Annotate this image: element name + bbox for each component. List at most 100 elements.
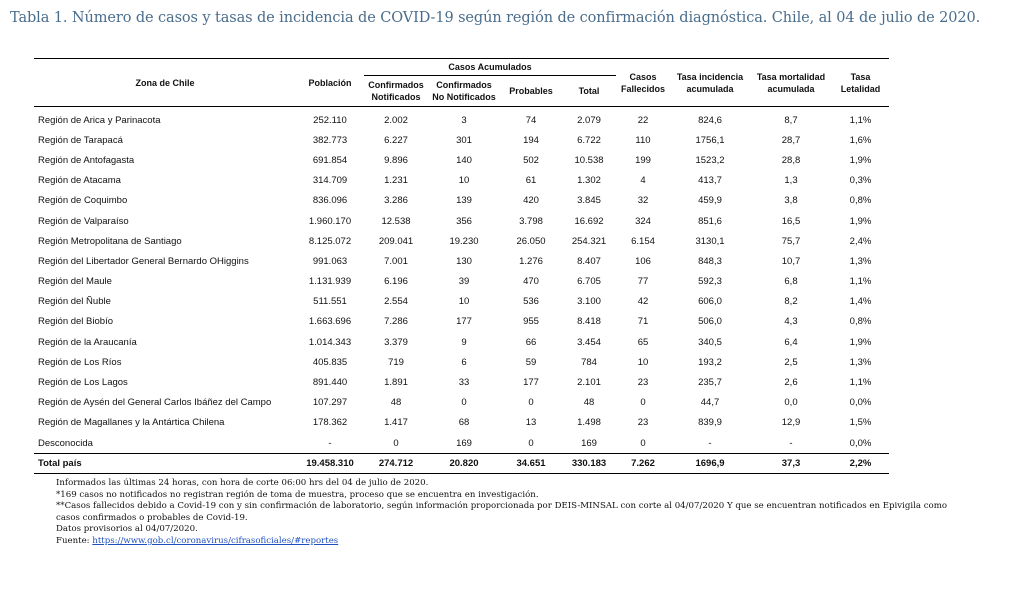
- cell-conf-notif: 1.891: [384, 377, 408, 389]
- cell-conf-no-notif: 10: [458, 175, 470, 187]
- cell-conf-notif: 2.002: [384, 114, 408, 126]
- cell-probables: 177: [523, 377, 539, 389]
- cell-letalidad: 1,1%: [849, 276, 872, 288]
- table-row: Región del Maule 1.131.939 6.196 39 470 6.705…: [34, 272, 889, 292]
- table-row: Desconocida - 0 169 0 169 0 - - 0,0%: [34, 433, 889, 454]
- cell-poblacion: 1.131.939: [308, 276, 352, 288]
- cell-conf-no-notif: 356: [456, 215, 472, 227]
- cell-conf-notif: 7.286: [384, 316, 408, 328]
- cell-total: 3.100: [577, 296, 601, 308]
- cell-fallecidos: 77: [637, 276, 649, 288]
- cell-letalidad: 1,9%: [849, 336, 872, 348]
- table-row: Región de Magallanes y la Antártica Chil…: [34, 413, 889, 433]
- total-total: 330.183: [562, 453, 616, 475]
- cell-poblacion: 691.854: [312, 154, 348, 166]
- cell-probables: 13: [525, 417, 537, 429]
- cell-total: 3.845: [577, 195, 601, 207]
- cell-probables: 1.276: [519, 255, 543, 267]
- cell-mortalidad: 75,7: [781, 235, 801, 247]
- cell-conf-notif: 719: [388, 356, 404, 368]
- cell-fallecidos: 4: [640, 175, 646, 187]
- cell-poblacion: 107.297: [312, 397, 348, 409]
- cell-fallecidos: 0: [640, 397, 646, 409]
- footnotes: Informados las últimas 24 horas, con hor…: [56, 478, 1006, 548]
- note-line-1: Informados las últimas 24 horas, con hor…: [56, 478, 429, 488]
- header-confirmados-notificados: Confirmados Notificados: [364, 75, 428, 107]
- cell-fallecidos: 0: [640, 437, 646, 449]
- cell-poblacion: 382.773: [312, 134, 348, 146]
- cell-probables: 536: [523, 296, 539, 308]
- cell-zona: Región del Maule: [38, 276, 112, 288]
- cell-total: 8.418: [577, 316, 601, 328]
- cell-letalidad: 1,4%: [849, 296, 872, 308]
- cell-conf-notif: 2.554: [384, 296, 408, 308]
- cell-fallecidos: 110: [635, 134, 651, 146]
- cell-letalidad: 0,3%: [849, 175, 872, 187]
- cell-conf-no-notif: 33: [458, 377, 470, 389]
- table-row: Región de Atacama 314.709 1.231 10 61 1.302 4 4…: [34, 171, 889, 191]
- cell-incidencia: 1523,2: [695, 154, 725, 166]
- cell-incidencia: 848,3: [698, 255, 722, 267]
- cell-total: 784: [581, 356, 597, 368]
- cell-probables: 194: [523, 134, 539, 146]
- cell-incidencia: 506,0: [698, 316, 722, 328]
- cell-letalidad: 2,4%: [849, 235, 872, 247]
- cell-letalidad: 0,8%: [849, 316, 872, 328]
- cell-letalidad: 1,3%: [849, 255, 872, 267]
- table-row: Región de Los Ríos 405.835 719 6 59 784 10 193,…: [34, 352, 889, 372]
- cell-letalidad: 0,0%: [849, 437, 872, 449]
- cell-fallecidos: 6.154: [631, 235, 655, 247]
- cell-conf-no-notif: 177: [456, 316, 472, 328]
- cell-incidencia: 235,7: [698, 377, 722, 389]
- cell-conf-notif: 3.379: [384, 336, 408, 348]
- cell-zona: Región del Biobío: [38, 316, 113, 328]
- cell-probables: 0: [528, 437, 534, 449]
- cell-mortalidad: 16,5: [781, 215, 801, 227]
- cell-fallecidos: 42: [637, 296, 649, 308]
- cell-total: 6.705: [577, 276, 601, 288]
- cell-conf-no-notif: 169: [456, 437, 472, 449]
- total-poblacion: 19.458.310: [296, 453, 364, 475]
- note-line-3: **Casos fallecidos debido a Covid-19 con…: [56, 501, 948, 512]
- cell-conf-notif: 12.538: [381, 215, 411, 227]
- source-label: Fuente:: [56, 535, 93, 546]
- table-row: Región de Los Lagos 891.440 1.891 33 177 2.10…: [34, 372, 889, 392]
- cell-total: 1.498: [577, 417, 601, 429]
- cell-conf-no-notif: 139: [456, 195, 472, 207]
- header-incidencia: Tasa incidencia acumulada: [670, 58, 750, 107]
- cell-probables: 470: [523, 276, 539, 288]
- cell-conf-no-notif: 3: [461, 114, 467, 126]
- source-link[interactable]: https://www.gob.cl/coronavirus/cifrasofi…: [92, 535, 339, 546]
- total-letalidad: 2,2%: [832, 453, 889, 475]
- cell-incidencia: 193,2: [698, 356, 722, 368]
- cell-mortalidad: 28,7: [781, 134, 801, 146]
- cell-zona: Región Metropolitana de Santiago: [38, 235, 182, 247]
- cell-poblacion: 1.014.343: [308, 336, 352, 348]
- cell-fallecidos: 199: [635, 154, 651, 166]
- cell-poblacion: 836.096: [312, 195, 348, 207]
- table-row: Región de Aysén del General Carlos Ibáñe…: [34, 393, 889, 413]
- cell-probables: 74: [525, 114, 537, 126]
- cell-zona: Región de Los Ríos: [38, 356, 122, 368]
- cell-zona: Región del Ñuble: [38, 296, 111, 308]
- total-fallecidos: 7.262: [616, 453, 670, 475]
- cell-probables: 26.050: [516, 235, 546, 247]
- cell-mortalidad: 10,7: [781, 255, 801, 267]
- cell-conf-notif: 0: [393, 437, 399, 449]
- cell-poblacion: 405.835: [312, 356, 348, 368]
- cell-conf-notif: 3.286: [384, 195, 408, 207]
- cell-fallecidos: 324: [635, 215, 651, 227]
- cell-letalidad: 1,5%: [849, 417, 872, 429]
- cell-mortalidad: 1,3: [784, 175, 798, 187]
- cell-incidencia: 839,9: [698, 417, 722, 429]
- header-probables: Probables: [500, 75, 562, 107]
- cell-total: 3.454: [577, 336, 601, 348]
- cell-mortalidad: -: [789, 437, 793, 449]
- cell-incidencia: 44,7: [700, 397, 720, 409]
- cell-fallecidos: 106: [635, 255, 651, 267]
- cell-conf-no-notif: 6: [461, 356, 467, 368]
- header-fallecidos: Casos Fallecidos: [616, 58, 670, 107]
- table-row: Región de Antofagasta 691.854 9.896 140 502 1…: [34, 150, 889, 170]
- cell-mortalidad: 28,8: [781, 154, 801, 166]
- cell-incidencia: 459,9: [698, 195, 722, 207]
